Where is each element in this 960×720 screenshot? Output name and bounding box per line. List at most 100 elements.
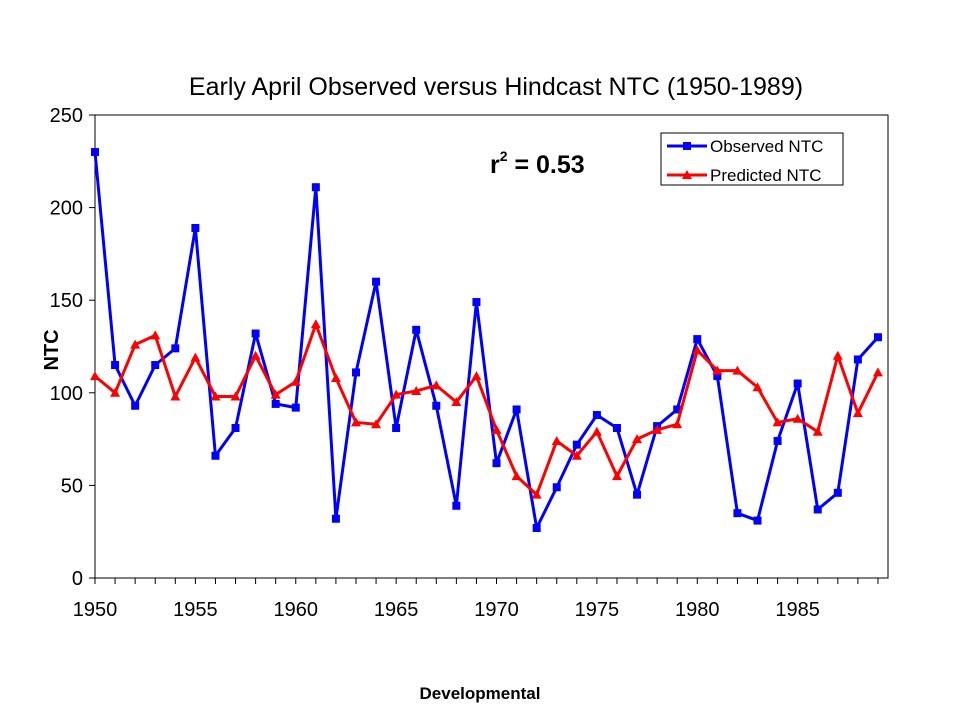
observed-point: [271, 399, 280, 408]
x-tick-label: 1985: [775, 599, 820, 621]
x-tick-label: 1975: [575, 599, 620, 621]
observed-point: [211, 451, 220, 460]
x-tick-label: 1950: [73, 599, 118, 621]
observed-point: [372, 277, 381, 286]
plot-area: [94, 114, 889, 579]
observed-point: [251, 329, 260, 338]
observed-point: [612, 423, 621, 432]
observed-point: [673, 405, 682, 414]
predicted-point: [772, 417, 783, 427]
legend-observed-marker: [683, 142, 691, 150]
predicted-point: [130, 339, 141, 349]
predicted-point: [150, 330, 161, 340]
predicted-point: [632, 434, 643, 444]
y-tick-label: 250: [50, 105, 83, 127]
predicted-point: [310, 319, 321, 329]
observed-point: [171, 344, 180, 353]
observed-point: [392, 423, 401, 432]
observed-point: [131, 401, 140, 410]
observed-point: [91, 148, 99, 157]
predicted-point: [210, 391, 221, 401]
observed-point: [733, 509, 742, 518]
legend-predicted-label: Predicted NTC: [710, 166, 821, 185]
observed-point: [592, 411, 601, 420]
x-tick-label: 1970: [474, 599, 519, 621]
predicted-point: [250, 350, 261, 360]
predicted-point: [90, 371, 100, 381]
observed-point: [853, 355, 862, 364]
observed-point: [111, 361, 120, 370]
predicted-point: [170, 391, 181, 401]
y-tick-label: 200: [50, 198, 83, 220]
footer-label: Developmental: [419, 684, 541, 703]
predicted-point: [591, 426, 602, 436]
observed-point: [331, 514, 340, 523]
predicted-point: [812, 426, 823, 436]
predicted-point: [712, 365, 723, 375]
axes: 0 50 100 150 200 250 1950 1955 1960 1965 1970 1975 1…: [50, 105, 879, 621]
observed-point: [833, 488, 842, 497]
predicted-point: [652, 424, 663, 434]
predicted-point: [531, 489, 542, 499]
observed-point: [773, 436, 782, 445]
annotation-superscript: 2: [500, 148, 508, 164]
predicted-point: [832, 350, 843, 360]
observed-point: [472, 298, 481, 307]
legend-observed-label: Observed NTC: [710, 137, 823, 156]
y-tick-label: 100: [50, 383, 83, 405]
predicted-point: [571, 450, 582, 460]
y-tick-label: 50: [61, 475, 83, 497]
legend: Observed NTC Predicted NTC: [660, 132, 844, 186]
observed-point: [412, 325, 421, 334]
observed-point: [432, 401, 441, 410]
predicted-point: [350, 417, 361, 427]
observed-point: [793, 379, 802, 388]
predicted-point: [270, 389, 281, 399]
predicted-point: [391, 389, 402, 399]
observed-point: [873, 333, 882, 342]
x-tick-label: 1980: [675, 599, 720, 621]
observed-point: [693, 335, 702, 344]
observed-point: [572, 440, 581, 449]
observed-point: [813, 505, 822, 514]
x-tick-label: 1965: [374, 599, 419, 621]
predicted-point: [511, 471, 522, 481]
predicted-point: [752, 382, 763, 392]
predicted-point: [872, 367, 883, 377]
observed-point: [633, 490, 642, 499]
predicted-point: [411, 385, 422, 395]
observed-point: [512, 405, 521, 414]
legend-predicted-marker: [682, 170, 692, 179]
predicted-point: [852, 408, 863, 418]
observed-point: [231, 423, 240, 432]
observed-point: [291, 403, 300, 412]
predicted-series-line: [94, 322, 880, 497]
observed-point: [151, 361, 160, 370]
observed-point: [351, 368, 360, 377]
predicted-point: [451, 397, 462, 407]
predicted-point: [330, 372, 341, 382]
observed-series-line: [93, 151, 880, 530]
predicted-point: [190, 352, 201, 362]
observed-point: [311, 183, 320, 192]
observed-point: [452, 501, 461, 510]
r-squared-annotation: r2 = 0.53: [490, 148, 585, 179]
predicted-point: [230, 391, 241, 401]
predicted-point: [290, 376, 301, 386]
predicted-point: [611, 471, 622, 481]
observed-point: [713, 372, 722, 381]
predicted-point: [551, 435, 562, 445]
x-tick-label: 1955: [173, 599, 218, 621]
predicted-point: [431, 380, 442, 390]
predicted-point: [471, 371, 482, 381]
observed-point: [753, 516, 762, 525]
predicted-point: [672, 419, 683, 429]
predicted-point: [371, 419, 382, 429]
observed-point: [552, 483, 561, 492]
predicted-point: [732, 365, 743, 375]
y-tick-label: 0: [72, 568, 83, 590]
chart-title: Early April Observed versus Hindcast NTC…: [189, 73, 803, 101]
x-tick-label: 1960: [274, 599, 319, 621]
annotation-value: = 0.53: [508, 151, 585, 179]
